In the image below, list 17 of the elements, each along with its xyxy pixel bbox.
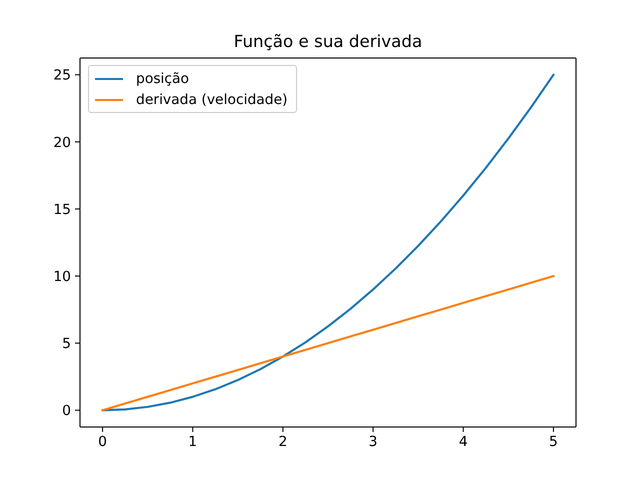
y-tick-label: 5 [62, 336, 71, 352]
y-tick-label: 15 [53, 202, 71, 218]
line-series [101, 74, 555, 412]
y-tick-label: 20 [53, 134, 71, 151]
legend-label: derivada (velocidade) [136, 92, 288, 108]
x-tick-label: 0 [98, 434, 107, 450]
x-tick-label: 2 [278, 434, 288, 450]
x-tick-label: 4 [458, 434, 468, 450]
legend-label: posição [136, 70, 190, 86]
x-tick-label: 5 [549, 434, 558, 450]
y-tick-label: 10 [53, 268, 71, 285]
chart-title: Função e sua derivada [232, 31, 424, 51]
x-tick-label: 3 [368, 434, 378, 450]
y-tick-label: 0 [62, 403, 71, 420]
x-tick-label: 1 [188, 434, 198, 450]
line-series [101, 274, 555, 412]
y-tick-label: 25 [53, 68, 71, 84]
